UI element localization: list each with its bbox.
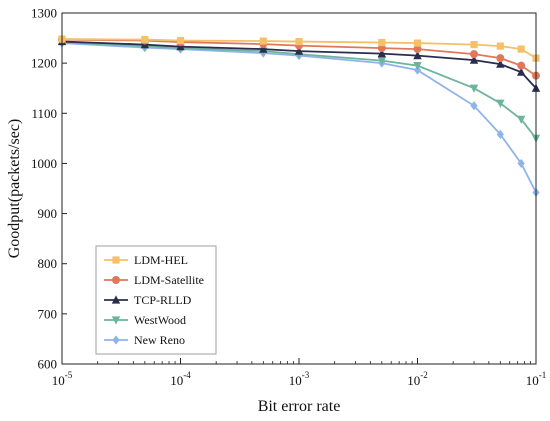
legend-swatch-marker — [112, 276, 120, 284]
legend-label: LDM-Satellite — [134, 273, 204, 287]
legend-entry: LDM-HEL — [104, 253, 188, 267]
ticks-layer: 600 700 800 900 1000 1100 1200 1300 10-5 10-4 10-3… — [31, 6, 546, 389]
data-point — [496, 99, 505, 108]
data-point — [470, 50, 479, 59]
data-point — [496, 129, 504, 139]
legend-entry: TCP-RLLD — [104, 293, 192, 307]
y-tick-label: 1000 — [31, 156, 57, 171]
x-axis-title: Bit error rate — [258, 398, 341, 415]
data-point — [516, 115, 526, 124]
y-tick-label: 1100 — [31, 106, 57, 121]
data-point — [378, 38, 386, 47]
data-point — [516, 67, 526, 76]
y-tick-label: 600 — [38, 357, 58, 372]
y-tick-label: 1300 — [31, 6, 57, 21]
data-point — [496, 42, 504, 50]
legend-entry: LDM-Satellite — [104, 273, 204, 287]
legend-swatch-marker — [112, 256, 120, 264]
y-tick-label: 900 — [38, 206, 58, 221]
data-point — [176, 36, 185, 45]
x-tick-label: 10-4 — [170, 370, 191, 388]
data-point — [517, 158, 525, 169]
legend-label: TCP-RLLD — [134, 293, 192, 307]
data-point — [141, 35, 149, 44]
data-point — [259, 44, 268, 53]
x-tick-label: 10-5 — [52, 370, 73, 388]
legend-swatch-marker — [112, 335, 120, 345]
series-new-reno — [58, 38, 540, 198]
x-tick-label: 10-3 — [289, 370, 310, 388]
data-point — [413, 62, 422, 71]
legend-entry: New Reno — [104, 333, 185, 347]
y-tick-label: 800 — [38, 256, 58, 271]
legend-swatch-marker — [111, 295, 121, 304]
legend-label: WestWood — [134, 313, 186, 327]
data-point — [517, 61, 526, 70]
data-point — [377, 57, 387, 66]
legend-swatch-marker — [111, 316, 121, 325]
data-point — [496, 59, 505, 68]
data-point — [469, 55, 479, 64]
series-line — [61, 42, 537, 193]
legend: LDM-HEL LDM-Satellite TCP-RLLD WestWood New … — [95, 245, 217, 355]
data-point — [496, 54, 505, 63]
data-point — [469, 84, 479, 93]
data-point — [377, 49, 387, 58]
y-axis-title: Goodput(packets/sec) — [6, 119, 23, 259]
x-tick-label: 10-2 — [407, 370, 428, 388]
legend-label: LDM-HEL — [134, 253, 188, 267]
data-point — [259, 37, 267, 45]
data-point — [470, 40, 478, 49]
y-tick-label: 700 — [38, 306, 58, 321]
series-layer — [57, 35, 541, 198]
data-point — [517, 45, 525, 53]
legend-label: New Reno — [134, 333, 185, 347]
data-point — [413, 51, 422, 60]
data-point — [294, 46, 304, 55]
data-point — [413, 39, 422, 47]
data-point — [470, 101, 478, 111]
data-point — [295, 37, 303, 46]
data-point — [413, 45, 422, 54]
y-tick-label: 1200 — [31, 56, 57, 71]
data-point — [176, 41, 185, 51]
x-tick-label: 10-1 — [526, 370, 547, 388]
legend-entry: WestWood — [104, 313, 186, 327]
